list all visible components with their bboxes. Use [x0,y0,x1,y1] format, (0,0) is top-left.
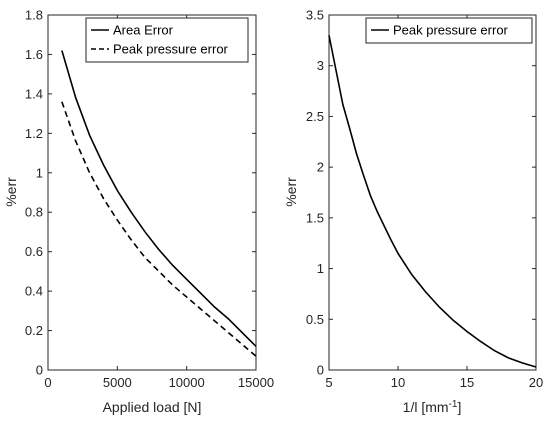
right-x-tick-label: 15 [460,375,474,390]
left-plot-area [47,14,257,371]
left-y-tick-label: 1.8 [25,8,43,23]
left-y-tick-label: 0 [36,363,43,378]
left-x-tick-label: 15000 [238,375,274,390]
right-plot-area [328,14,537,371]
right-y-tick-label: 0.5 [306,312,324,327]
left-legend: Area Error Peak pressure error [85,17,249,63]
right-axis-ticks: 5 10 15 20 0 0.5 1 1.5 2 2.5 3 3.5 [306,8,543,391]
left-y-axis-label: %err [3,177,19,207]
right-legend: Peak pressure error [365,17,533,44]
left-y-tick-label: 0.8 [25,205,43,220]
left-x-tick-label: 10000 [169,375,205,390]
right-y-axis-label: %err [283,177,299,207]
right-x-tick-label: 5 [325,375,332,390]
right-x-axis-label-main: 1/l [mm [403,399,449,415]
right-y-tick-label: 3.5 [306,8,324,23]
right-x-tick-label: 20 [529,375,543,390]
left-y-tick-label: 1 [36,165,43,180]
right-y-tick-label: 1.5 [306,210,324,225]
left-series-line-2 [61,101,257,357]
left-y-tick-label: 0.2 [25,323,43,338]
right-series-line-1 [328,35,537,368]
right-y-tick-label: 3 [317,58,324,73]
right-series-layer [328,35,537,368]
left-x-tick-label: 5000 [103,375,132,390]
left-series-layer [61,50,257,357]
right-legend-label-1: Peak pressure error [393,23,509,38]
left-y-tick-label: 1.6 [25,47,43,62]
left-chart: 0 5000 10000 15000 0 0.2 0.4 0.6 0.8 1 1.2 1.4 1.6 1.… [3,8,274,416]
right-axes-box [328,14,537,371]
right-y-tick-label: 0 [317,363,324,378]
left-x-tick-label: 0 [44,375,51,390]
right-x-axis-label: 1/l [mm-1] [403,399,462,416]
right-x-tick-label: 10 [391,375,405,390]
left-y-tick-label: 0.6 [25,244,43,259]
left-legend-box [85,17,249,63]
left-legend-label-2: Peak pressure error [113,42,229,57]
left-legend-label-1: Area Error [113,23,174,38]
right-legend-box [365,17,533,44]
left-axis-ticks: 0 5000 10000 15000 0 0.2 0.4 0.6 0.8 1 1.2 1.4 1.6 1.… [25,8,274,391]
left-x-axis-label: Applied load [N] [103,399,202,415]
left-y-tick-label: 1.4 [25,86,43,101]
left-series-line-1 [61,50,257,347]
left-axes-box [47,14,257,371]
right-x-axis-label-superscript: -1 [449,399,458,410]
right-x-axis-label-end: ] [457,399,461,415]
right-y-tick-label: 2.5 [306,109,324,124]
left-y-tick-label: 1.2 [25,126,43,141]
right-y-tick-label: 1 [317,261,324,276]
left-y-tick-label: 0.4 [25,284,43,299]
right-y-tick-label: 2 [317,160,324,175]
